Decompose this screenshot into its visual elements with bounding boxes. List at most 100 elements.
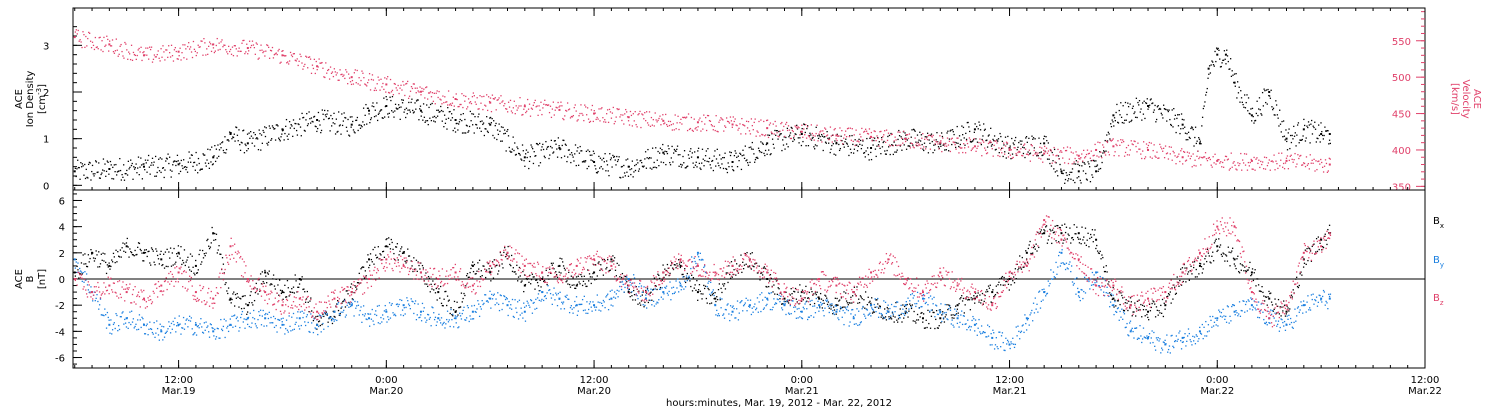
density-sample	[1293, 135, 1296, 137]
by-sample	[245, 318, 247, 321]
bx-sample	[118, 256, 121, 258]
bx-sample	[846, 302, 849, 304]
bx-sample	[915, 322, 917, 324]
velocity-sample	[785, 121, 788, 124]
bx-sample	[886, 306, 888, 309]
bx-sample	[1238, 270, 1240, 273]
density-sample	[1267, 88, 1269, 91]
bx-sample	[467, 276, 469, 279]
bx-sample	[1058, 226, 1061, 229]
bx-sample	[1050, 230, 1052, 232]
bx-sample	[574, 287, 576, 289]
density-sample	[384, 105, 387, 108]
density-sample	[1085, 172, 1087, 175]
bx-sample	[746, 251, 748, 254]
velocity-sample	[1091, 159, 1093, 162]
velocity-sample	[75, 29, 77, 31]
density-sample	[785, 136, 787, 139]
density-sample	[540, 149, 542, 151]
bx-point	[818, 297, 821, 300]
bx-point	[1147, 310, 1150, 313]
velocity-axis-label-line2: Velocity	[1460, 79, 1471, 118]
density-sample	[738, 159, 740, 162]
bx-sample	[1253, 272, 1255, 274]
velocity-sample	[236, 55, 238, 57]
velocity-sample	[825, 135, 828, 137]
velocity-sample	[359, 84, 361, 86]
bx-sample	[721, 291, 723, 294]
density-point	[558, 147, 561, 149]
bx-sample	[647, 301, 650, 304]
velocity-sample	[1168, 146, 1171, 148]
density-sample	[1328, 139, 1331, 141]
bx-sample	[816, 291, 818, 293]
bx-sample	[199, 249, 201, 251]
by-sample	[233, 315, 235, 317]
velocity-sample	[790, 137, 793, 140]
bx-point	[471, 264, 474, 267]
density-sample	[307, 123, 309, 125]
velocity-sample	[1155, 156, 1157, 158]
velocity-sample	[304, 63, 306, 66]
density-sample	[497, 133, 500, 136]
velocity-sample	[262, 51, 264, 54]
by-sample	[195, 334, 198, 336]
density-sample	[193, 161, 195, 164]
density-sample	[944, 149, 946, 151]
bx-sample	[635, 286, 637, 288]
velocity-sample	[603, 121, 605, 123]
velocity-sample	[299, 53, 301, 55]
bx-point	[1060, 232, 1063, 235]
density-sample	[905, 134, 907, 136]
density-sample	[895, 144, 897, 146]
velocity-sample	[850, 139, 853, 141]
bx-sample	[510, 254, 513, 257]
bx-sample	[815, 293, 817, 296]
velocity-sample	[866, 132, 869, 135]
bx-sample	[1286, 305, 1288, 307]
density-sample	[1117, 121, 1119, 123]
density-sample	[87, 163, 90, 166]
by-sample	[89, 291, 91, 293]
velocity-sample	[237, 50, 239, 52]
velocity-sample	[1004, 145, 1007, 147]
velocity-sample	[1289, 155, 1291, 157]
density-point	[731, 161, 734, 163]
velocity-sample	[1163, 156, 1166, 159]
bx-sample	[941, 314, 943, 316]
bx-sample	[1262, 291, 1264, 294]
bx-sample	[214, 232, 216, 235]
density-sample	[376, 102, 378, 104]
bx-sample	[964, 304, 966, 306]
density-sample	[123, 179, 126, 181]
velocity-sample	[666, 125, 669, 127]
density-sample	[781, 149, 783, 152]
velocity-sample	[804, 134, 806, 136]
density-sample	[227, 139, 229, 141]
density-sample	[517, 152, 520, 155]
density-sample	[80, 162, 82, 164]
velocity-sample	[362, 72, 364, 74]
density-sample	[231, 138, 233, 140]
velocity-sample	[858, 141, 860, 143]
velocity-sample	[847, 127, 850, 129]
bx-sample	[320, 317, 322, 319]
density-sample	[662, 161, 665, 164]
density-sample	[1109, 138, 1111, 140]
velocity-sample	[607, 121, 610, 124]
velocity-sample	[371, 74, 374, 76]
density-sample	[1177, 125, 1180, 127]
velocity-sample	[514, 113, 516, 115]
velocity-sample	[872, 136, 874, 139]
velocity-sample	[1109, 139, 1111, 141]
by-sample	[186, 318, 188, 320]
velocity-sample	[1033, 149, 1035, 152]
bx-sample	[1187, 271, 1190, 273]
velocity-sample	[221, 39, 223, 41]
velocity-sample	[454, 98, 456, 100]
bx-sample	[908, 310, 910, 312]
bx-sample	[775, 280, 778, 282]
density-sample	[617, 159, 619, 161]
by-point	[662, 291, 665, 294]
bx-sample	[397, 259, 399, 261]
